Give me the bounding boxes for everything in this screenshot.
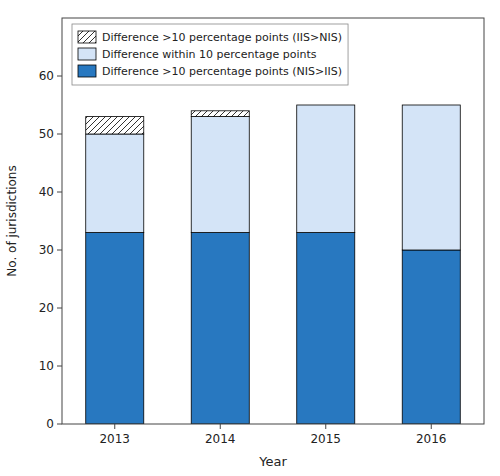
y-tick (57, 134, 62, 135)
bar-segment (86, 134, 144, 233)
legend-label: Difference >10 percentage points (NIS>II… (102, 65, 342, 78)
bar-segment (402, 105, 460, 106)
bar-segment (191, 117, 249, 233)
y-tick (57, 192, 62, 193)
x-axis-label: Year (258, 454, 287, 469)
y-tick (57, 366, 62, 367)
y-tick-label: 30 (39, 243, 54, 257)
y-tick-label: 10 (39, 359, 54, 373)
y-tick (57, 308, 62, 309)
y-tick (57, 250, 62, 251)
y-tick (57, 424, 62, 425)
x-tick (220, 424, 221, 429)
bar-segment (297, 105, 355, 106)
legend-swatch (78, 65, 96, 77)
y-tick-label: 0 (46, 417, 54, 431)
legend-label: Difference within 10 percentage points (102, 48, 317, 61)
legend-label: Difference >10 percentage points (IIS>NI… (102, 31, 342, 44)
bars (86, 105, 461, 424)
y-tick-label: 60 (39, 69, 54, 83)
y-tick-label: 20 (39, 301, 54, 315)
x-tick-label: 2015 (310, 432, 341, 446)
legend: Difference >10 percentage points (IIS>NI… (72, 24, 348, 85)
bar-segment (297, 233, 355, 424)
bar-segment (86, 117, 144, 134)
y-axis-label: No. of jurisdictions (5, 165, 19, 276)
bar-segment (191, 233, 249, 424)
bar-segment (402, 105, 460, 250)
y-tick-label: 40 (39, 185, 54, 199)
chart-svg: 0 10 20 30 40 50 60 2013 2014 2015 2016 Year No. of … (0, 0, 500, 476)
bar-segment (191, 111, 249, 117)
y-tick-label: 50 (39, 127, 54, 141)
x-tick (431, 424, 432, 429)
x-tick (325, 424, 326, 429)
chart-container: 0 10 20 30 40 50 60 2013 2014 2015 2016 Year No. of … (0, 0, 500, 476)
legend-swatch (78, 31, 96, 43)
legend-swatch (78, 48, 96, 60)
legend-box (72, 24, 348, 85)
plot-frame (62, 18, 484, 424)
x-tick-label: 2016 (416, 432, 447, 446)
bar-segment (86, 233, 144, 424)
x-tick (114, 424, 115, 429)
x-tick-label: 2014 (205, 432, 236, 446)
bar-segment (402, 250, 460, 424)
y-tick (57, 76, 62, 77)
x-tick-label: 2013 (99, 432, 130, 446)
bar-segment (297, 105, 355, 233)
